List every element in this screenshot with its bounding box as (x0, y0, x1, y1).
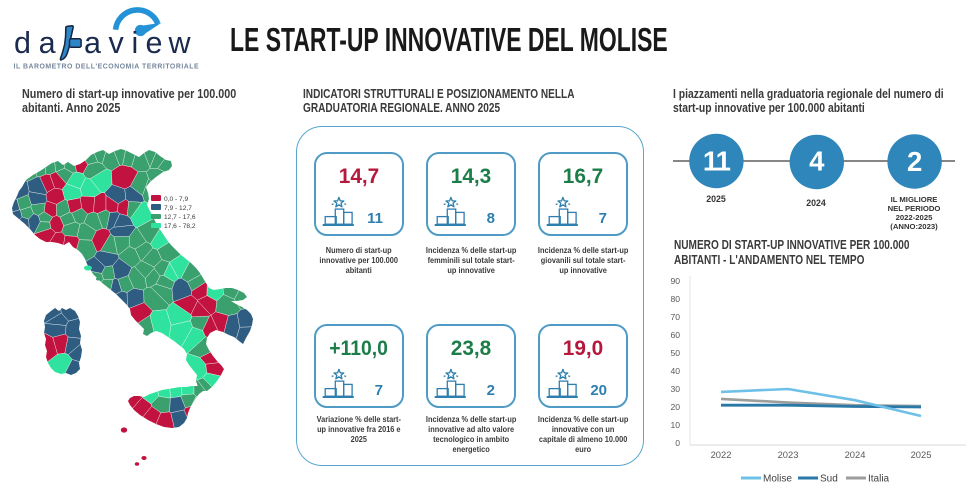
svg-text:a: a (39, 26, 56, 60)
svg-text:a: a (84, 26, 101, 60)
svg-text:4: 4 (809, 145, 825, 176)
svg-text:40: 40 (670, 366, 680, 376)
svg-text:v: v (109, 26, 125, 60)
svg-text:2024: 2024 (845, 449, 866, 460)
svg-text:Molise: Molise (763, 474, 792, 485)
svg-text:70: 70 (670, 312, 680, 322)
svg-text:d: d (14, 26, 31, 60)
svg-text:2023: 2023 (778, 449, 799, 460)
svg-text:IL BAROMETRO DELL'ECONOMIA TER: IL BAROMETRO DELL'ECONOMIA TERRITORIALE (14, 64, 200, 71)
svg-text:w: w (168, 26, 192, 60)
svg-text:10: 10 (670, 420, 680, 430)
svg-text:90: 90 (670, 276, 680, 286)
svg-text:e: e (146, 26, 163, 60)
svg-text:60: 60 (670, 330, 680, 340)
svg-text:20: 20 (670, 402, 680, 412)
svg-text:Italia: Italia (868, 474, 890, 485)
svg-text:2022: 2022 (711, 449, 732, 460)
svg-text:30: 30 (670, 384, 680, 394)
svg-text:50: 50 (670, 348, 680, 358)
svg-text:0: 0 (675, 438, 680, 448)
svg-text:80: 80 (670, 294, 680, 304)
svg-text:11: 11 (703, 146, 731, 177)
svg-text:2: 2 (907, 146, 922, 177)
svg-text:Sud: Sud (820, 474, 838, 485)
svg-text:i: i (132, 26, 139, 60)
svg-text:2025: 2025 (911, 449, 932, 460)
